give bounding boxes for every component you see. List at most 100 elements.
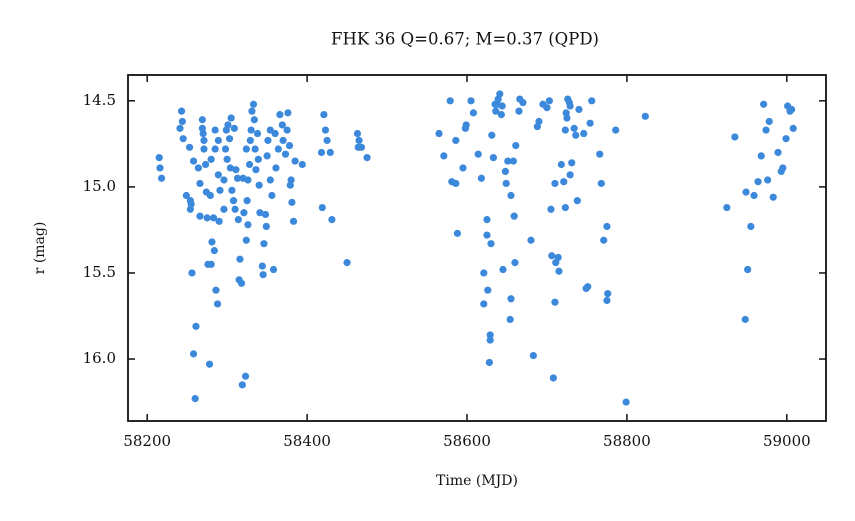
point (213, 300, 222, 308)
point (244, 221, 252, 229)
point (259, 271, 267, 279)
y-axis-label: r (mag) (32, 222, 48, 275)
point (285, 141, 294, 150)
point (731, 133, 739, 141)
point (507, 191, 515, 200)
point (487, 240, 495, 248)
point (266, 176, 274, 184)
point (260, 240, 268, 248)
point (200, 145, 208, 153)
point (789, 124, 797, 132)
point (189, 157, 198, 165)
point (497, 110, 505, 119)
point (179, 135, 187, 143)
point (483, 231, 491, 239)
point (788, 105, 796, 114)
point (194, 164, 202, 172)
point (779, 164, 787, 172)
point (747, 222, 755, 231)
point (586, 119, 594, 127)
point (485, 358, 493, 367)
point (511, 259, 519, 267)
point (157, 174, 166, 182)
point (584, 283, 592, 291)
point (242, 236, 250, 244)
point (241, 372, 250, 380)
point (501, 167, 509, 175)
point (557, 160, 565, 169)
point (353, 129, 362, 138)
plot-frame (127, 74, 827, 422)
point (233, 174, 242, 182)
point (459, 164, 467, 172)
point (489, 154, 497, 162)
point (224, 121, 232, 129)
point (561, 126, 569, 134)
point (560, 178, 568, 186)
point (453, 229, 462, 237)
point (232, 166, 240, 174)
y-tick-label: 15.5 (83, 263, 116, 281)
point (355, 136, 363, 145)
point (251, 145, 259, 153)
point (452, 179, 460, 188)
point (196, 212, 204, 220)
point (226, 164, 234, 172)
y-tick-label: 14.5 (83, 91, 116, 109)
point (230, 124, 238, 132)
point (182, 191, 190, 200)
point (207, 260, 215, 268)
point (220, 176, 228, 184)
point (723, 203, 731, 212)
point (221, 145, 230, 153)
point (566, 171, 574, 179)
point (547, 205, 555, 213)
point (741, 315, 749, 324)
point (291, 157, 299, 165)
point (321, 126, 330, 134)
point (225, 135, 234, 143)
point (288, 198, 296, 206)
point (496, 90, 504, 98)
point (256, 209, 264, 217)
point (527, 236, 535, 244)
point (446, 97, 454, 105)
point (519, 98, 527, 107)
point (263, 152, 271, 160)
point (357, 143, 366, 151)
point (575, 105, 583, 114)
point (543, 104, 551, 112)
point (262, 222, 270, 231)
point (499, 265, 507, 274)
y-tick-label: 15.0 (83, 177, 116, 195)
point (242, 145, 250, 153)
x-tick-label: 58200 (123, 432, 171, 450)
point (289, 217, 298, 225)
point (762, 126, 770, 134)
point (228, 186, 236, 194)
point (261, 210, 270, 219)
point (278, 121, 286, 129)
point (326, 148, 334, 157)
point (750, 191, 758, 200)
point (498, 102, 506, 110)
point (227, 114, 235, 122)
point (440, 152, 448, 160)
point (480, 300, 488, 308)
point (435, 129, 443, 138)
point (207, 155, 215, 163)
point (211, 126, 219, 134)
point (507, 295, 515, 303)
point (515, 107, 523, 115)
point (504, 157, 512, 165)
point (185, 143, 194, 151)
point (249, 100, 258, 108)
point (317, 148, 326, 157)
point (782, 135, 790, 143)
point (573, 197, 581, 205)
point (774, 148, 782, 157)
point (271, 129, 279, 138)
point (760, 100, 768, 108)
point (206, 191, 214, 200)
point (568, 159, 576, 167)
